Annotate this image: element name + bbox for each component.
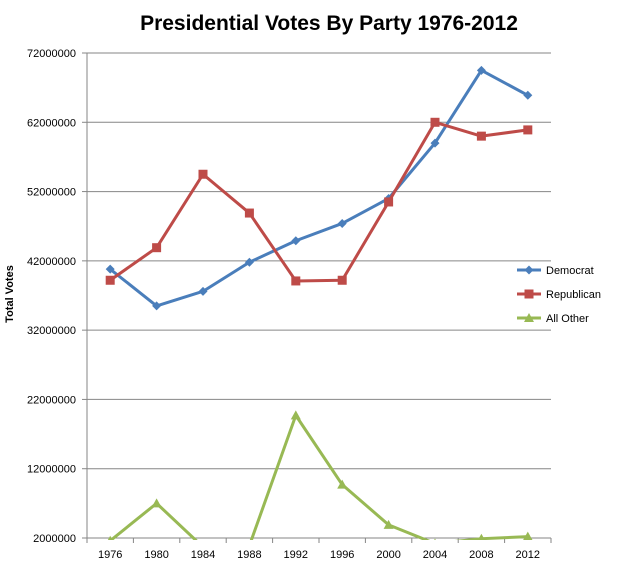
data-point-republican [152,243,162,253]
x-tick-label: 1992 [284,549,308,561]
x-tick-label: 2004 [423,549,447,561]
series-line-all-other [108,413,530,540]
chart-title: Presidential Votes By Party 1976-2012 [140,12,518,35]
legend-item-republican: Republican [517,289,601,301]
axes: 2000000 12000000 22000000 32000000 42000000 5… [27,48,552,561]
legend-item-democrat: Democrat [517,265,594,277]
data-point-republican [523,125,533,135]
gridlines [87,52,551,470]
legend-item-all-other: All Other [517,313,589,325]
data-point-republican [337,275,347,285]
y-tick-label: 12000000 [27,464,76,476]
data-point-democrat [523,90,533,100]
data-point-republican [198,169,208,179]
x-tick-label: 2012 [516,549,540,561]
data-point-all-other [434,538,436,540]
data-point-all-other [290,410,301,420]
series-group [105,65,533,540]
legend-label: Republican [546,289,601,301]
y-tick-label: 42000000 [27,256,76,268]
data-point-democrat [337,218,347,228]
data-point-all-other [523,531,533,540]
series-democrat [105,65,533,311]
data-point-democrat [430,138,440,148]
legend-swatch-marker [524,313,534,322]
data-point-all-other [337,479,348,489]
x-tick-label: 1980 [144,549,168,561]
legend-swatch-marker [524,289,534,299]
y-axis-title: Total Votes [4,265,16,323]
series-line-republican [108,120,530,283]
x-tick-label: 2008 [469,549,493,561]
data-point-republican [476,131,486,141]
legend-label: All Other [546,313,589,325]
data-point-democrat [105,264,115,274]
data-point-democrat [152,301,162,311]
series-line-democrat [108,68,530,308]
legend: Democrat Republican All Other [517,265,601,325]
x-tick-label: 1976 [98,549,122,561]
y-tick-label: 2000000 [33,533,76,545]
data-point-republican [384,197,394,207]
data-point-republican [105,275,115,285]
legend-label: Democrat [546,265,594,277]
y-tick-label: 72000000 [27,48,76,60]
legend-swatch-marker [524,265,534,275]
series-republican [105,117,533,286]
y-tick-label: 52000000 [27,187,76,199]
data-point-republican [244,208,254,218]
data-point-all-other [477,533,485,540]
x-tick-label: 1996 [330,549,354,561]
data-point-all-other [107,535,113,540]
data-point-democrat [291,236,301,246]
data-point-democrat [244,257,254,267]
data-point-all-other [151,498,162,508]
data-point-republican [430,117,440,127]
series-all-other [107,410,533,540]
x-tick-label: 1984 [191,549,215,561]
x-tick-label: 2000 [376,549,400,561]
x-tick-label: 1988 [237,549,261,561]
y-tick-label: 32000000 [27,325,76,337]
data-point-democrat [476,65,486,75]
data-point-democrat [198,286,208,296]
y-tick-label: 62000000 [27,117,76,129]
data-point-republican [291,276,301,286]
data-point-all-other [383,519,394,529]
y-tick-label: 22000000 [27,394,76,406]
